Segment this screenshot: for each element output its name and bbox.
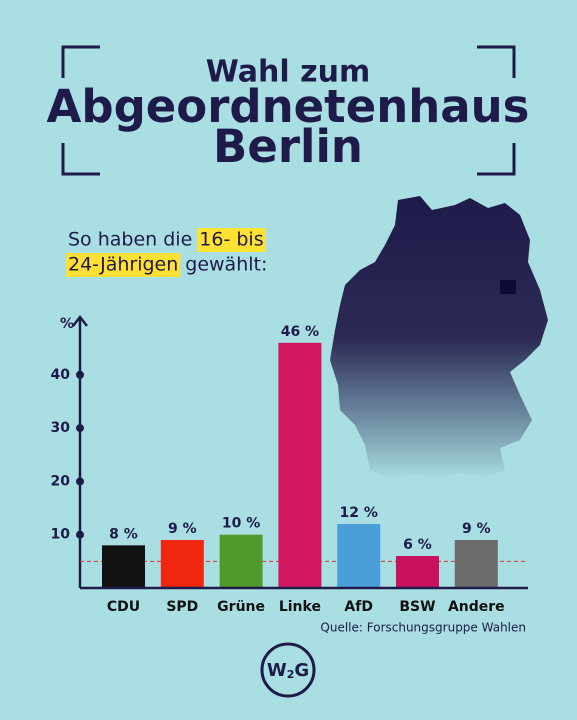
bar — [160, 540, 204, 588]
berlin-marker — [500, 280, 516, 294]
frame-corners — [61, 45, 516, 176]
source: Quelle: Forschungsgruppe Wahlen — [320, 621, 526, 635]
y-tick — [76, 530, 84, 539]
subtitle-part: So haben die — [68, 229, 192, 251]
y-tick — [76, 477, 84, 486]
y-tick-label: 40 — [51, 367, 71, 383]
y-tick-label: 30 — [51, 420, 71, 436]
x-tick-label: Grüne — [217, 599, 265, 615]
subtitle-part: gewählt: — [185, 254, 267, 276]
x-tick-label: AfD — [344, 599, 373, 615]
value-label: 8 % — [109, 526, 138, 542]
bar — [454, 540, 498, 588]
value-label: 9 % — [462, 521, 491, 537]
logo: W2G — [267, 660, 309, 681]
value-label: 9 % — [168, 521, 197, 537]
y-axis-label: % — [60, 316, 74, 332]
title-line: Berlin — [213, 120, 363, 173]
y-tick — [76, 370, 84, 379]
value-label: 10 % — [222, 516, 260, 532]
y-tick — [76, 424, 84, 433]
value-label: 46 % — [281, 324, 319, 340]
bar — [337, 524, 381, 588]
germany-map — [330, 196, 548, 480]
y-tick-label: 20 — [51, 473, 71, 489]
bar — [278, 342, 322, 588]
logo-part: G — [294, 660, 309, 681]
x-tick-label: SPD — [166, 599, 198, 615]
x-tick-label: Linke — [279, 599, 321, 615]
subtitle-part: 24-Jährigen — [68, 254, 178, 276]
bar — [102, 545, 145, 588]
title-line: Wahl zum — [206, 55, 370, 90]
bar — [219, 534, 263, 588]
axis-arrow — [72, 314, 88, 327]
x-tick-label: Andere — [448, 599, 505, 615]
value-label: 12 % — [340, 505, 378, 521]
logo-part: W — [267, 660, 287, 681]
x-tick-label: CDU — [107, 599, 140, 615]
subtitle-part: 16- bis — [199, 229, 263, 251]
subtitle: So haben die 16- bis 24-Jährigen gewählt: — [66, 228, 267, 277]
y-tick-label: 10 — [51, 527, 71, 543]
title-line: Abgeordnetenhaus — [47, 80, 530, 133]
logo-ring — [260, 642, 316, 698]
plot: 10 20 30 40 8 % CDU 9 % SPD 10 % Grüne 46 % Linke 12… — [51, 314, 528, 615]
bar — [396, 556, 439, 588]
highlight — [197, 228, 266, 252]
value-label: 6 % — [403, 537, 432, 553]
x-tick-label: BSW — [399, 599, 435, 615]
highlight — [66, 253, 181, 277]
logo-part: 2 — [287, 668, 295, 681]
